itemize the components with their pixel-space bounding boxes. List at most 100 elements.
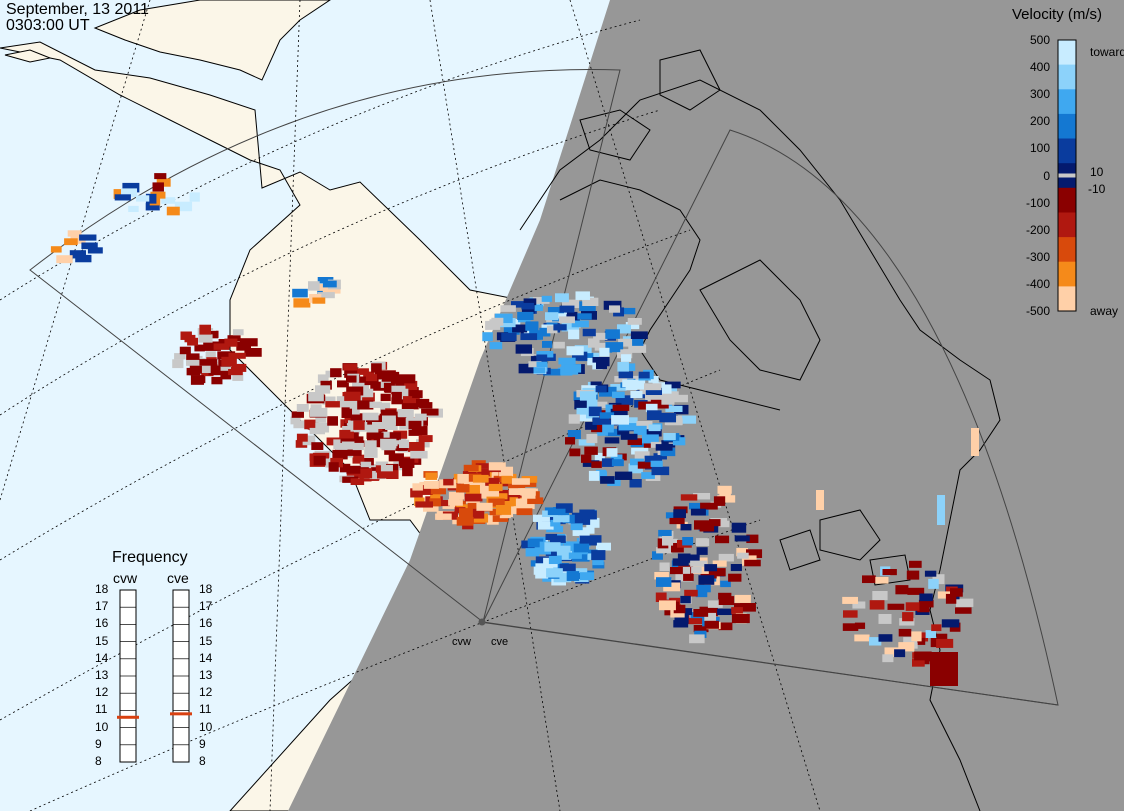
- velocity-cell: [152, 182, 164, 192]
- velocity-cell: [936, 633, 948, 640]
- velocity-cell: [521, 492, 536, 499]
- velocity-cell: [523, 298, 537, 306]
- velocity-cell: [630, 331, 648, 340]
- velocity-cell: [712, 560, 727, 567]
- velocity-cell: [677, 553, 691, 561]
- velocity-cell: [429, 498, 441, 507]
- velocity-cell: [414, 413, 427, 421]
- velocity-cell: [971, 428, 979, 456]
- velocity-cell: [456, 484, 470, 493]
- velocity-cell: [330, 368, 342, 378]
- velocity-cell: [605, 342, 624, 350]
- velocity-cell: [508, 488, 526, 495]
- velocity-cell: [304, 419, 316, 430]
- velocity-cell: [566, 346, 584, 356]
- velocity-cell: [956, 598, 974, 607]
- velocity-cell: [593, 332, 608, 340]
- velocity-cell: [704, 564, 718, 572]
- velocity-cell: [365, 374, 377, 382]
- velocity-cell: [371, 363, 382, 373]
- velocity-cell: [539, 327, 551, 337]
- frequency-scale-label: 14: [95, 650, 109, 665]
- velocity-cell: [525, 322, 539, 331]
- velocity-cell: [872, 591, 888, 601]
- velocity-cell: [734, 535, 750, 542]
- frequency-scale-label: 17: [199, 599, 213, 614]
- velocity-cell: [558, 316, 575, 324]
- velocity-cell: [661, 440, 676, 448]
- velocity-cell: [884, 647, 899, 658]
- velocity-cell: [618, 423, 637, 431]
- velocity-cell: [875, 577, 889, 584]
- velocity-cell: [339, 400, 358, 408]
- velocity-cell: [293, 298, 311, 308]
- velocity-cell: [603, 300, 622, 310]
- velocity-cell: [346, 386, 364, 396]
- velocity-cell: [620, 433, 638, 440]
- velocity-cell: [380, 402, 391, 412]
- velocity-cell: [528, 361, 542, 368]
- velocity-cell: [187, 337, 199, 346]
- velocity-cell: [545, 533, 558, 541]
- velocity-cell: [585, 421, 597, 430]
- velocity-cell: [525, 548, 540, 557]
- velocity-cell: [862, 575, 876, 584]
- velocity-cell: [582, 297, 599, 306]
- colorbar-segment: [1058, 286, 1076, 312]
- velocity-cell: [707, 600, 723, 608]
- velocity-cell: [198, 334, 213, 343]
- frequency-scale-label: 16: [199, 616, 213, 631]
- velocity-cell: [842, 623, 859, 631]
- velocity-cell: [418, 435, 433, 443]
- velocity-cell: [604, 437, 620, 444]
- velocity-cell: [412, 483, 423, 491]
- velocity-cell: [302, 435, 316, 446]
- velocity-cell: [630, 391, 643, 399]
- velocity-cell: [700, 570, 717, 579]
- velocity-cell: [362, 412, 379, 421]
- colorbar-tick-label: 300: [1029, 87, 1050, 102]
- velocity-cell: [347, 447, 362, 456]
- velocity-cell: [366, 432, 384, 440]
- velocity-cell: [327, 416, 339, 426]
- frequency-scale-label: 11: [95, 702, 108, 717]
- velocity-cell: [186, 355, 203, 366]
- velocity-cell: [568, 329, 580, 340]
- velocity-cell: [719, 491, 731, 498]
- velocity-cell: [407, 442, 425, 452]
- frequency-scale-label: 10: [95, 719, 109, 734]
- velocity-cell: [936, 638, 954, 648]
- velocity-cell: [196, 365, 211, 374]
- velocity-cell: [570, 523, 583, 531]
- velocity-cell: [501, 332, 517, 342]
- velocity-cell: [930, 652, 958, 686]
- velocity-cell: [643, 428, 662, 437]
- velocity-cell: [937, 591, 954, 599]
- velocity-cell: [556, 550, 572, 560]
- velocity-cell: [586, 399, 598, 409]
- velocity-cell: [869, 637, 882, 646]
- velocity-cell: [919, 593, 933, 602]
- velocity-cell: [579, 391, 597, 401]
- colorbar-tick-label: 0: [1043, 168, 1050, 183]
- velocity-cell: [360, 461, 372, 469]
- velocity-cell: [296, 404, 309, 412]
- velocity-cell: [452, 492, 465, 500]
- velocity-cell: [599, 412, 615, 419]
- velocity-cell: [931, 624, 942, 632]
- velocity-cell: [503, 326, 520, 335]
- velocity-cell: [477, 468, 490, 477]
- velocity-cell: [678, 415, 697, 424]
- velocity-cell: [682, 554, 700, 563]
- velocity-cell: [568, 414, 580, 424]
- velocity-cell: [395, 416, 407, 426]
- velocity-cell: [585, 510, 597, 520]
- velocity-cell: [576, 407, 590, 415]
- velocity-cell: [569, 448, 581, 457]
- velocity-cell: [684, 589, 698, 597]
- velocity-cell: [186, 353, 200, 360]
- frequency-scale-label: 15: [199, 633, 213, 648]
- velocity-cell: [154, 173, 167, 180]
- velocity-cell: [592, 357, 610, 367]
- velocity-cell: [693, 625, 709, 633]
